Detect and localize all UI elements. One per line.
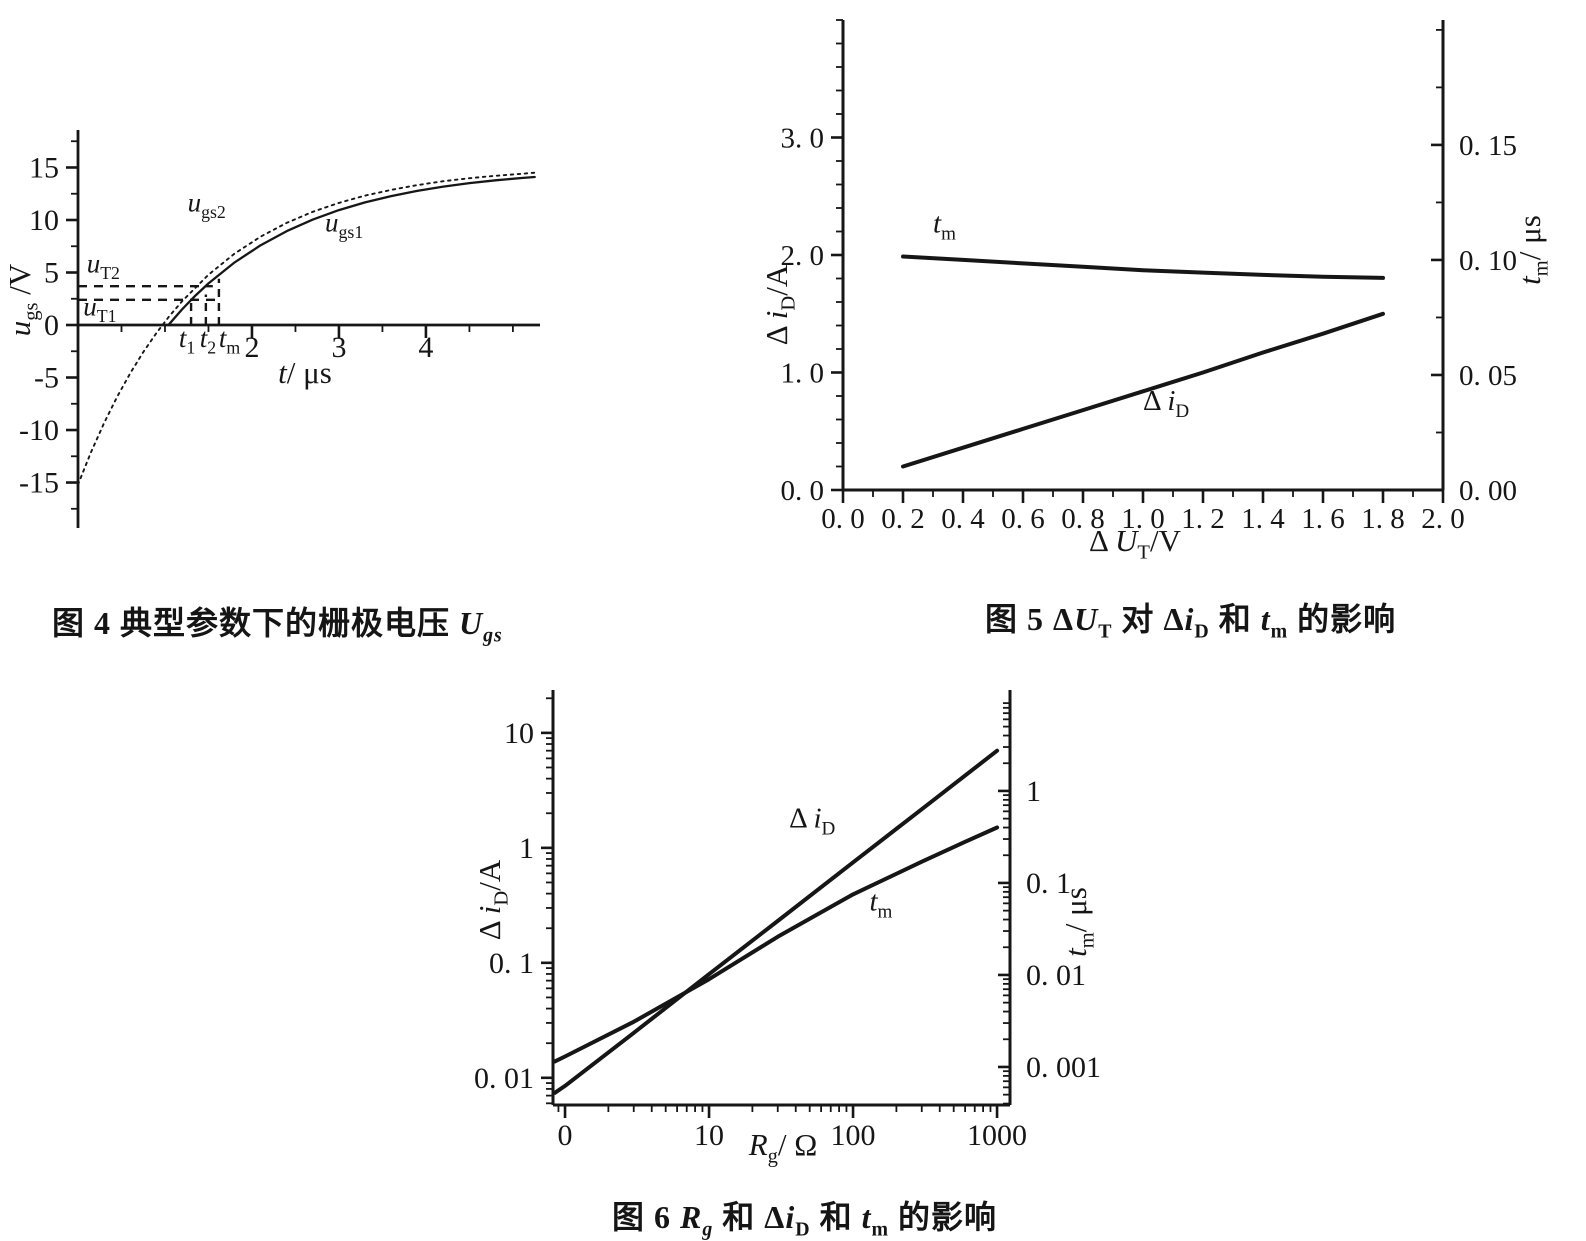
y-left-tick-label: 2. 0 <box>781 240 825 272</box>
x-tick-label: 1. 8 <box>1361 503 1405 535</box>
curve-label: tm <box>219 323 241 358</box>
x-tick-label: 2. 0 <box>1421 503 1465 535</box>
y-axis-left-label: Δ iD/A <box>759 264 799 345</box>
figure4-caption: 图 4 典型参数下的栅极电压 Ugs <box>52 605 503 647</box>
y-left-tick-label: -10 <box>19 414 59 447</box>
y-right-tick-label: 0. 01 <box>1026 959 1086 992</box>
series-t_m <box>552 825 1000 1064</box>
x-tick-label: 3 <box>331 331 346 364</box>
x-tick-label: 1. 2 <box>1181 503 1225 535</box>
figure4-gate-voltage-chart: 2 3 4 15 10 5 0 -5 -10 -15 ugs2 ugs1 uT2 uT1 t1 t2 tm t/ … <box>2 130 540 528</box>
y-right-tick-label: 0. 001 <box>1026 1051 1101 1084</box>
curve-label: Δ iD <box>1143 385 1189 422</box>
x-tick-label: 4 <box>418 331 433 364</box>
y-left-tick-label: -5 <box>34 362 59 395</box>
y-right-tick-label: 0. 15 <box>1459 130 1517 162</box>
x-tick-label: 1. 0 <box>1121 503 1165 535</box>
x-tick-label: 0. 8 <box>1061 503 1105 535</box>
x-tick-label: 0. 4 <box>941 503 985 535</box>
x-axis-label: t/ μs <box>278 355 332 390</box>
x-tick-label: 10 <box>694 1119 724 1152</box>
x-tick-label: 0. 2 <box>881 503 925 535</box>
x-axis-label: Δ UT/V <box>1089 523 1182 563</box>
curve-label: ugs2 <box>188 188 226 223</box>
y-left-tick-label: 1. 0 <box>781 357 825 389</box>
curve-label: uT2 <box>87 249 120 284</box>
curve-label: t1 <box>179 323 195 358</box>
y-left-tick-label: 0 <box>44 309 59 342</box>
y-left-tick-label: 5 <box>44 257 59 290</box>
figure6-rg-loglog-chart: 0 10 100 1000 10 1 0. 1 0. 01 1 0. 1 0. 01 0. 001 Δ … <box>472 690 1101 1167</box>
curve-label: tm <box>869 886 892 923</box>
y-left-tick-label: 10 <box>29 204 59 237</box>
x-tick-label: 1000 <box>967 1119 1027 1152</box>
curve-label: tm <box>933 207 956 244</box>
y-axis-right-label: tm/ μs <box>1512 215 1552 285</box>
x-tick-label: 0. 6 <box>1001 503 1045 535</box>
y-left-tick-label: -15 <box>19 467 59 500</box>
figure6-caption: 图 6 Rg 和 ΔiD 和 tm 的影响 <box>612 1199 998 1241</box>
y-right-tick-label: 0. 10 <box>1459 245 1517 277</box>
curve-label: Δ iD <box>789 803 835 840</box>
y-axis-left-label: ugs /V <box>2 263 42 336</box>
series-Δi_D <box>901 311 1385 469</box>
series-Δi_D <box>552 748 1000 1095</box>
y-left-tick-label: 10 <box>504 717 534 750</box>
x-tick-label: 1. 6 <box>1301 503 1345 535</box>
y-right-tick-label: 0. 05 <box>1459 360 1517 392</box>
y-left-tick-label: 1 <box>519 832 534 865</box>
curve-label: ugs1 <box>325 208 363 243</box>
y-axis-right-label: tm/ μs <box>1058 887 1098 957</box>
y-left-tick-label: 15 <box>29 152 59 185</box>
y-right-tick-label: 1 <box>1026 775 1041 808</box>
y-right-tick-label: 0. 1 <box>1026 867 1071 900</box>
series-u_gs1 <box>168 175 536 326</box>
y-left-tick-label: 0. 01 <box>474 1062 534 1095</box>
y-left-tick-label: 0. 1 <box>489 947 534 980</box>
x-tick-label: 0 <box>558 1119 573 1152</box>
y-left-tick-label: 3. 0 <box>781 122 825 154</box>
y-left-tick-label: 0. 0 <box>781 475 825 507</box>
series-u_gs2 <box>77 171 536 486</box>
series-t_m <box>901 254 1385 280</box>
x-tick-label: 1. 4 <box>1241 503 1285 535</box>
y-right-tick-label: 0. 00 <box>1459 475 1517 507</box>
figure5-caption: 图 5 ΔUT 对 ΔiD 和 tm 的影响 <box>985 601 1397 643</box>
x-tick-label: 2 <box>244 331 259 364</box>
x-tick-label: 100 <box>831 1119 876 1152</box>
x-axis-label: Rg/ Ω <box>748 1127 818 1167</box>
y-axis-left-label: Δ iD/A <box>472 859 512 940</box>
curve-label: t2 <box>200 323 216 358</box>
figure5-delta-ut-chart: 0. 0 0. 2 0. 4 0. 6 0. 8 1. 0 1. 2 1. 4 1. 6 1. 8… <box>759 19 1552 563</box>
curve-label: uT1 <box>83 292 116 327</box>
x-tick-label: 0. 0 <box>821 503 865 535</box>
